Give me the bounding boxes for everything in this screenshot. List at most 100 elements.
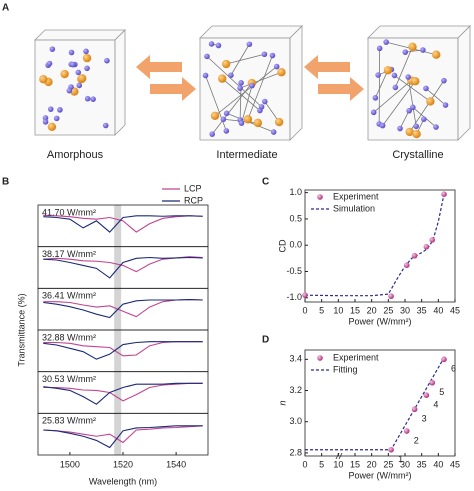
atom (228, 72, 234, 79)
atom (406, 107, 412, 114)
atom (218, 74, 227, 83)
data-point (423, 392, 430, 399)
power-label: 32.88 W/mm² (42, 332, 96, 342)
arrow-right (150, 77, 196, 101)
spectrum-line (43, 214, 203, 233)
panel-letter: C (262, 177, 269, 188)
atom (223, 128, 230, 134)
x-axis-label: Power (W/mm²) (349, 316, 412, 326)
atom (392, 84, 399, 91)
bond (373, 80, 412, 113)
box-top (367, 25, 471, 39)
atom (376, 45, 383, 52)
atom (90, 96, 96, 102)
data-point (423, 243, 430, 250)
bond (405, 49, 423, 53)
atom (60, 69, 69, 79)
legend-swatch (317, 355, 323, 361)
bond (399, 110, 410, 129)
data-point (388, 446, 394, 453)
atom (261, 51, 268, 58)
power-label: 30.53 W/mm² (42, 374, 96, 384)
atom (102, 122, 109, 129)
legend-label: Simulation (333, 203, 375, 213)
spectrum-line (43, 341, 203, 357)
x-tick-label: 40 (433, 459, 443, 469)
bond (407, 77, 417, 127)
legend-label: Experiment (333, 191, 379, 201)
atom (372, 95, 379, 101)
atom (78, 74, 87, 83)
x-tick-label: 1500 (60, 459, 80, 469)
bond (230, 44, 250, 76)
box-side (289, 25, 303, 141)
panel-letter: A (2, 3, 9, 14)
atom (46, 60, 53, 67)
bond (394, 75, 431, 102)
x-tick-label: 5 (319, 459, 324, 469)
x-axis-label: Power (W/mm²) (349, 470, 412, 480)
atom (215, 42, 222, 49)
legend-label: RCP (184, 195, 203, 205)
atom (249, 82, 255, 89)
atom (68, 49, 75, 56)
panel-letter: B (2, 177, 9, 188)
y-tick-label: 0.0 (289, 240, 302, 250)
x-axis-label: Wavelength (nm) (89, 476, 157, 486)
atom (412, 129, 421, 139)
point-label: 3 (422, 414, 427, 424)
bond (247, 55, 273, 120)
atom (210, 111, 220, 120)
spectrum-line (43, 299, 203, 318)
x-tick-label: 10 (333, 459, 343, 469)
data-point (429, 379, 436, 386)
arrow-right (318, 77, 364, 101)
atom (221, 59, 231, 69)
panel-letter: D (262, 335, 269, 346)
x-tick-label: 10 (333, 305, 343, 315)
arrows (136, 55, 364, 101)
x-tick-label: 0 (302, 459, 307, 469)
y-tick-label: 3.0 (289, 416, 302, 426)
point-label: 4 (433, 400, 438, 410)
arrow-left (304, 55, 350, 79)
atom (442, 102, 449, 108)
x-tick-label: 1520 (113, 459, 133, 469)
atom (82, 53, 92, 63)
box-top (199, 25, 303, 39)
x-tick-label: 45 (450, 305, 460, 315)
legend-label: Experiment (333, 352, 379, 362)
y-axis-label: CD (277, 239, 287, 252)
atom (53, 115, 60, 122)
atom (405, 127, 414, 137)
atom (426, 97, 435, 106)
atom (246, 41, 253, 48)
x-tick-label: 30 (400, 459, 410, 469)
bond (239, 71, 282, 89)
atom (70, 61, 76, 68)
bond (241, 85, 253, 124)
point-label: 2 (414, 435, 419, 445)
data-point (441, 191, 447, 198)
atom (274, 117, 284, 127)
atom (253, 118, 263, 128)
bond (409, 80, 445, 133)
atom (408, 42, 417, 52)
atom (413, 123, 419, 130)
x-tick-label: 25 (383, 459, 393, 469)
point-label: 1 (398, 454, 403, 464)
y-tick-label: 3.2 (289, 385, 302, 395)
spectrum-line (43, 299, 203, 319)
power-label: 41.70 W/mm² (42, 207, 96, 217)
atom (383, 66, 393, 75)
atom (270, 129, 277, 135)
atom (84, 95, 91, 102)
y-tick-label: 3.4 (289, 354, 302, 364)
data-point (441, 356, 447, 363)
data-point (403, 428, 410, 434)
phase-label: Crystalline (392, 149, 443, 161)
spectrum-line (43, 425, 203, 449)
phase-label: Amorphous (47, 149, 104, 161)
x-tick-label: 40 (433, 305, 443, 315)
